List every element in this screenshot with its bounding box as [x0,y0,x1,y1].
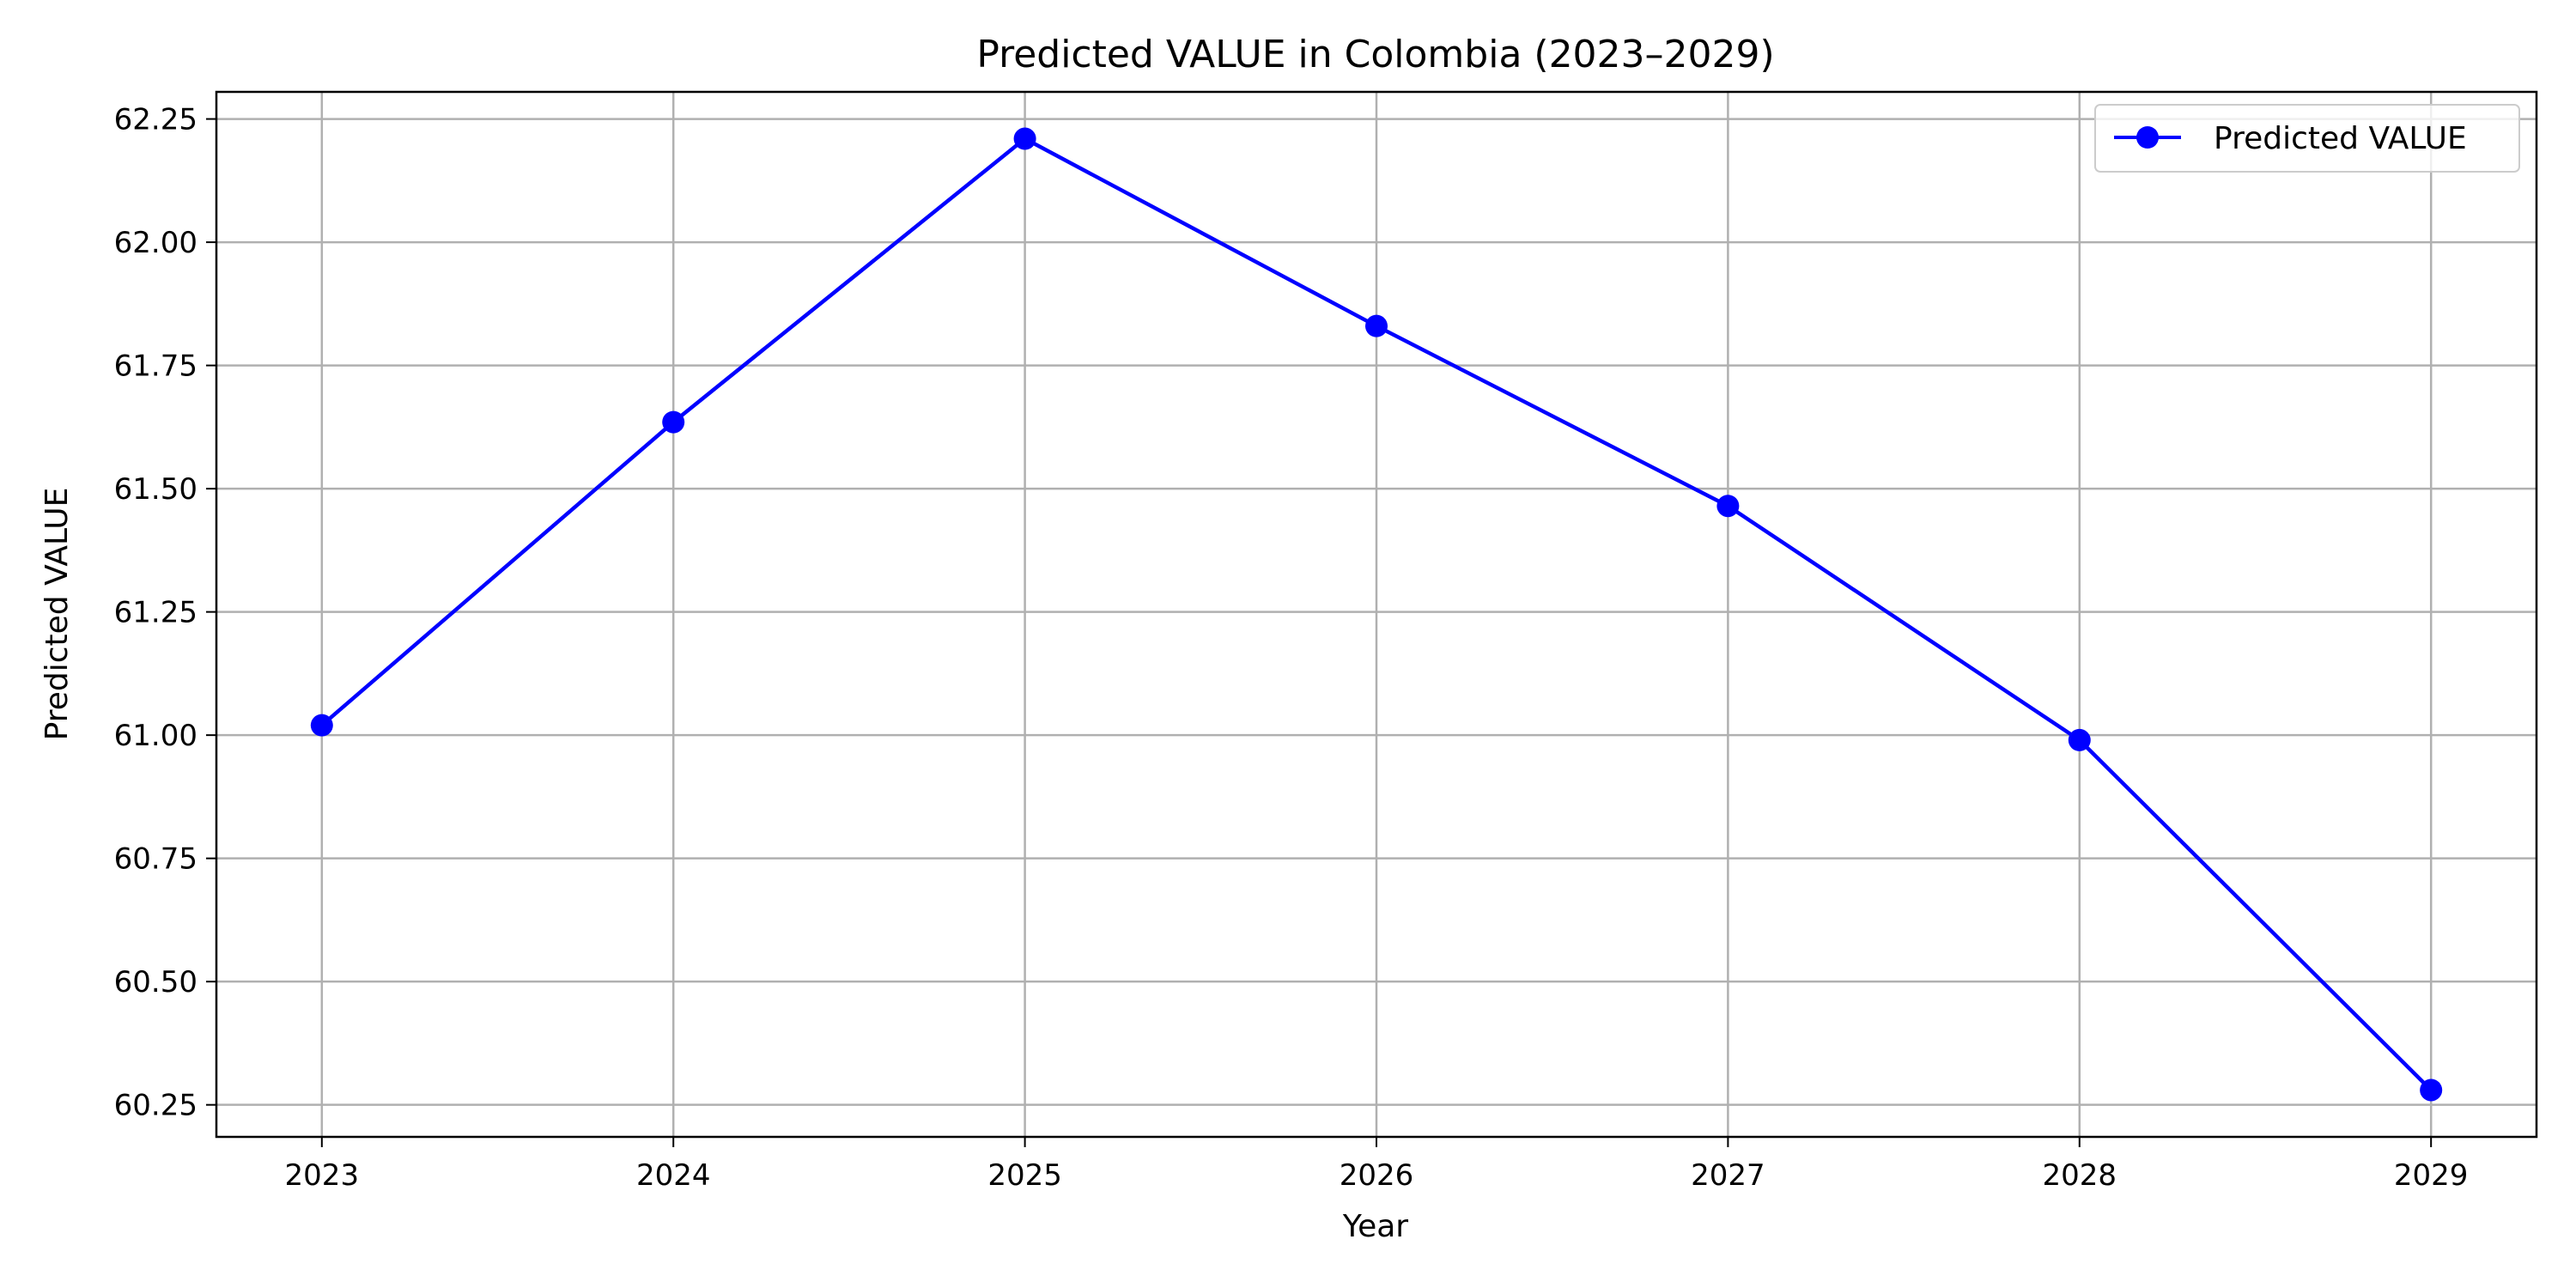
x-axis-label: Year [1342,1209,1408,1244]
y-tick-label: 60.75 [114,842,197,877]
y-tick-label: 60.25 [114,1089,197,1123]
x-tick-label: 2025 [987,1158,1062,1193]
data-point [1365,314,1388,337]
y-tick-label: 62.00 [114,226,197,260]
data-point [310,714,333,737]
y-tick-label: 62.25 [114,103,197,137]
y-tick-label: 61.25 [114,596,197,630]
x-tick-label: 2023 [285,1158,360,1193]
data-point [662,410,685,434]
grid [216,92,2537,1137]
x-tick-label: 2026 [1340,1158,1414,1193]
legend-marker-swatch [2136,126,2159,149]
x-axis-ticks: 2023 2024 2025 2026 2027 2028 2029 [285,1137,2469,1193]
data-point [2068,728,2091,751]
y-tick-label: 61.75 [114,349,197,384]
x-tick-label: 2029 [2394,1158,2469,1193]
x-tick-label: 2028 [2043,1158,2117,1193]
y-tick-label: 61.00 [114,719,197,753]
y-axis-ticks: 60.25 60.50 60.75 61.00 61.25 61.50 61.75 62.00… [114,103,216,1123]
x-tick-label: 2024 [636,1158,711,1193]
series-layer [310,127,2443,1102]
data-point [1716,495,1740,518]
legend: Predicted VALUE [2094,104,2520,173]
y-tick-label: 61.50 [114,472,197,507]
chart-title: Predicted VALUE in Colombia (2023–2029) [976,33,1774,76]
data-point [1013,127,1036,150]
data-point [2420,1078,2443,1102]
y-axis-label: Predicted VALUE [39,488,75,741]
legend-box [2094,104,2520,173]
x-tick-label: 2027 [1691,1158,1765,1193]
y-tick-label: 60.50 [114,965,197,999]
legend-label: Predicted VALUE [2214,121,2467,156]
